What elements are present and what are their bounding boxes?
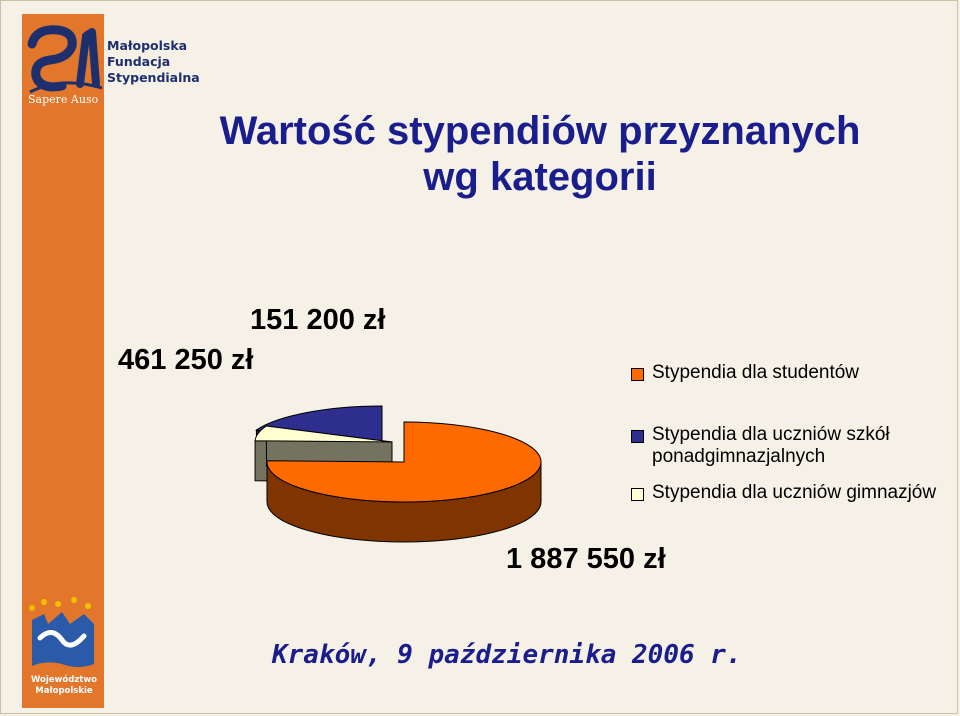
pie-slice-top	[254, 425, 393, 443]
foundation-logo-icon	[22, 14, 192, 114]
legend-label: Stypendia dla studentów	[652, 362, 860, 383]
data-label-gimnazja: 151 200 zł	[250, 304, 386, 336]
page-title-line1: Wartość stypendiów przyznanych	[219, 109, 861, 153]
region-name-line2: Małopolskie	[35, 686, 93, 696]
region-logo-icon	[29, 597, 94, 667]
page-title: Wartość stypendiów przyznanych wg katego…	[150, 108, 930, 200]
legend-label: Stypendia dla uczniów szkół ponadgimnazj…	[652, 424, 890, 467]
legend-swatch	[631, 430, 644, 443]
legend-item-studenci: Stypendia dla studentów	[631, 362, 859, 384]
data-label-ponadgimnazjalne: 461 250 zł	[118, 344, 254, 376]
legend-label: Stypendia dla uczniów gimnazjów	[652, 482, 937, 503]
legend-item-gimnazja: Stypendia dla uczniów gimnazjów	[631, 482, 936, 504]
foundation-name: Małopolska Fundacja Stypendialna	[107, 38, 200, 86]
region-name: Województwo Małopolskie	[24, 675, 104, 697]
side-bar	[22, 14, 104, 708]
legend-item-ponadgimnazjalne: Stypendia dla uczniów szkół ponadgimnazj…	[631, 424, 912, 468]
pie-slice-top	[266, 421, 542, 503]
data-label-studenci: 1 887 550 zł	[506, 543, 666, 575]
region-name-line1: Województwo	[30, 675, 98, 685]
foundation-name-line2: Fundacja	[107, 54, 171, 69]
page-title-line2: wg kategorii	[423, 155, 657, 199]
foundation-motto: Sapere Auso	[28, 93, 99, 106]
pie-slice	[266, 421, 542, 543]
legend-swatch	[631, 368, 644, 381]
pie-slice-top	[255, 405, 383, 447]
foundation-name-line3: Stypendialna	[107, 70, 200, 85]
footer-date: Kraków, 9 października 2006 r.	[272, 640, 742, 670]
legend-swatch	[631, 488, 644, 501]
foundation-name-line1: Małopolska	[107, 38, 188, 53]
